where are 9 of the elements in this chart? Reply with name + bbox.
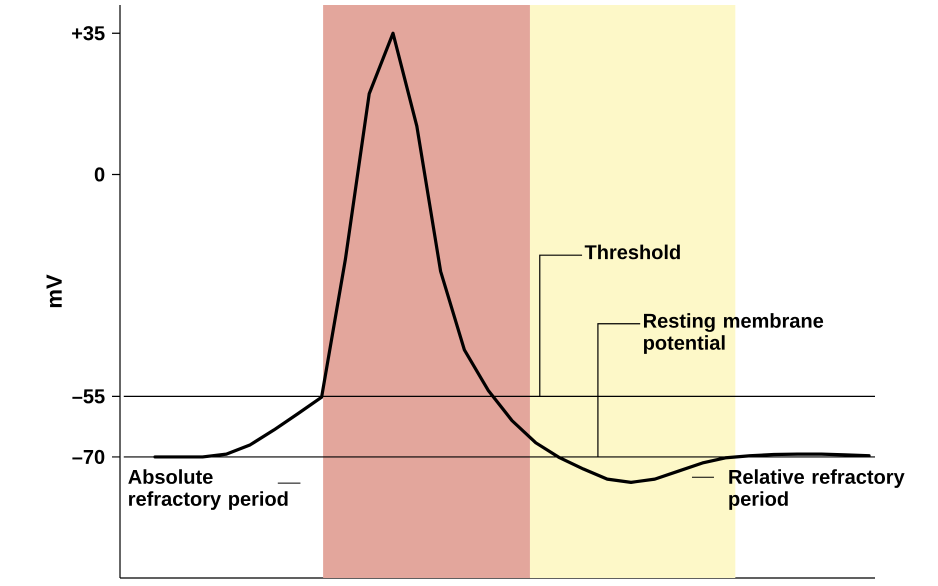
y-tick-label: –70 bbox=[72, 450, 104, 464]
ref-line-label: Resting membrane potential bbox=[644, 313, 824, 354]
y-tick-label: 0 bbox=[94, 167, 104, 182]
annotation: Absolute refractory period bbox=[128, 469, 288, 510]
y-axis-title: mV bbox=[46, 274, 62, 308]
annotation: Relative refractory period bbox=[729, 469, 905, 510]
y-tick-label: –55 bbox=[72, 389, 105, 404]
y-tick-label: +35 bbox=[72, 26, 105, 40]
ref-line-label: Threshold bbox=[584, 244, 680, 260]
